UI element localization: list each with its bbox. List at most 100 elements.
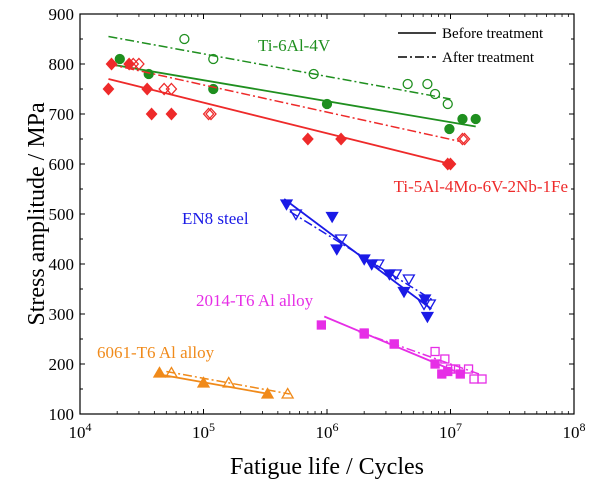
x-tick-label: 108 (563, 420, 586, 442)
point-after-2014-t6-al-alloy (445, 364, 456, 374)
point-before-en8-steel (397, 286, 411, 299)
point-before-ti-6al-4v (321, 98, 333, 110)
point-before-2014-t6-al-alloy (389, 339, 399, 349)
point-after-6061-t6-al-alloy (164, 366, 179, 378)
point-before-en8-steel (330, 244, 344, 256)
point-before-ti-6al-4v (457, 113, 468, 125)
point-before-ti-6al-4v (114, 53, 125, 65)
series-layer (102, 33, 487, 399)
series-label-ti-5al-4mo-6v-2nb-1fe: Ti-5Al-4Mo-6V-2Nb-1Fe (394, 177, 568, 196)
point-after-ti-6al-4v (442, 98, 453, 110)
point-after-2014-t6-al-alloy (430, 346, 440, 357)
point-before-en8-steel (420, 311, 435, 324)
y-tick-label: 600 (49, 155, 75, 174)
point-after-6061-t6-al-alloy (222, 376, 236, 388)
point-after-ti-5al-4mo-6v-2nb-1fe (202, 107, 215, 121)
point-after-en8-steel (389, 269, 403, 281)
point-before-ti-5al-4mo-6v-2nb-1fe (102, 82, 115, 96)
point-after-en8-steel (371, 259, 385, 271)
legend-label: Before treatment (442, 26, 544, 42)
x-tick-base: 10 (69, 423, 86, 442)
fit-line-after-2014-t6-al-alloy (358, 330, 480, 375)
point-before-ti-5al-4mo-6v-2nb-1fe (145, 107, 158, 121)
point-before-6061-t6-al-alloy (260, 387, 275, 399)
point-after-ti-5al-4mo-6v-2nb-1fe (127, 57, 140, 71)
point-before-en8-steel (279, 199, 294, 211)
point-after-ti-6al-4v (402, 78, 413, 90)
series-label-en8-steel: EN8 steel (182, 209, 249, 228)
point-after-2014-t6-al-alloy (359, 328, 369, 338)
y-tick-label: 900 (49, 5, 75, 24)
y-tick-label: 200 (49, 355, 75, 374)
point-after-2014-t6-al-alloy (440, 354, 450, 364)
series-ti-5al-4mo-6v-2nb-1fe (102, 57, 471, 171)
legend-label: After treatment (442, 50, 535, 66)
point-after-ti-6al-4v (179, 33, 190, 45)
point-before-ti-5al-4mo-6v-2nb-1fe (335, 132, 347, 146)
fit-line-before-ti-6al-4v (108, 63, 476, 128)
series-label-layer: Ti-6Al-4V Ti-5Al-4Mo-6V-2Nb-1Fe EN8 steel 2… (97, 36, 568, 362)
point-before-ti-5al-4mo-6v-2nb-1fe (105, 57, 118, 71)
point-before-ti-5al-4mo-6v-2nb-1fe (165, 107, 178, 121)
series-label-ti-6al-4v: Ti-6Al-4V (258, 36, 331, 55)
x-tick-base: 10 (192, 423, 209, 442)
y-tick-label: 800 (49, 55, 75, 74)
x-tick-exponent: 4 (86, 420, 92, 434)
point-before-ti-5al-4mo-6v-2nb-1fe (301, 132, 314, 146)
point-before-ti-5al-4mo-6v-2nb-1fe (141, 82, 154, 96)
point-after-2014-t6-al-alloy (477, 374, 487, 384)
point-after-en8-steel (402, 274, 416, 286)
y-tick-label: 400 (49, 255, 75, 274)
x-tick-base: 10 (439, 423, 456, 442)
point-after-ti-5al-4mo-6v-2nb-1fe (458, 132, 471, 146)
y-tick-label: 700 (49, 105, 75, 124)
point-before-2014-t6-al-alloy (316, 320, 326, 330)
point-after-2014-t6-al-alloy (389, 339, 399, 349)
point-before-en8-steel (325, 211, 339, 224)
point-after-6061-t6-al-alloy (281, 387, 295, 399)
point-after-ti-6al-4v (308, 68, 319, 80)
point-before-2014-t6-al-alloy (443, 366, 453, 377)
x-tick-label: 107 (439, 420, 462, 442)
point-after-en8-steel (289, 209, 303, 221)
x-tick-label: 105 (192, 420, 215, 442)
x-axis-title: Fatigue life / Cycles (230, 454, 424, 480)
y-tick-label: 500 (49, 205, 75, 224)
point-after-ti-5al-4mo-6v-2nb-1fe (205, 107, 217, 121)
y-tick-label: 100 (49, 405, 75, 424)
point-after-en8-steel (334, 234, 348, 246)
point-before-ti-6al-4v (470, 113, 481, 125)
series-2014-t6-al-alloy (316, 315, 487, 384)
series-6061-t6-al-alloy (152, 366, 295, 399)
fit-line-after-ti-6al-4v (108, 35, 451, 100)
legend: Before treatment After treatment (398, 26, 544, 66)
point-after-ti-6al-4v (429, 88, 441, 100)
series-en8-steel (279, 198, 437, 324)
point-after-2014-t6-al-alloy (450, 364, 461, 374)
x-tick-label: 106 (316, 420, 339, 442)
point-before-6061-t6-al-alloy (152, 366, 167, 378)
x-tick-exponent: 6 (333, 420, 339, 434)
point-before-ti-5al-4mo-6v-2nb-1fe (444, 157, 457, 171)
series-ti-6al-4v (108, 33, 481, 135)
point-after-en8-steel (423, 299, 437, 311)
x-tick-base: 10 (563, 423, 580, 442)
point-after-ti-5al-4mo-6v-2nb-1fe (165, 82, 178, 96)
x-tick-exponent: 8 (580, 420, 586, 434)
point-after-ti-6al-4v (422, 78, 433, 90)
point-before-2014-t6-al-alloy (430, 359, 440, 369)
point-before-6061-t6-al-alloy (196, 376, 211, 388)
point-after-ti-5al-4mo-6v-2nb-1fe (456, 132, 469, 146)
point-after-2014-t6-al-alloy (463, 364, 474, 374)
point-after-ti-5al-4mo-6v-2nb-1fe (133, 57, 145, 71)
x-tick-base: 10 (316, 423, 333, 442)
x-tick-exponent: 5 (209, 420, 215, 434)
point-after-ti-6al-4v (208, 53, 219, 65)
point-before-ti-6al-4v (444, 123, 455, 135)
x-tick-label: 104 (69, 420, 92, 442)
y-axis-title: Stress amplitude / MPa (24, 102, 50, 326)
point-before-2014-t6-al-alloy (455, 369, 465, 379)
